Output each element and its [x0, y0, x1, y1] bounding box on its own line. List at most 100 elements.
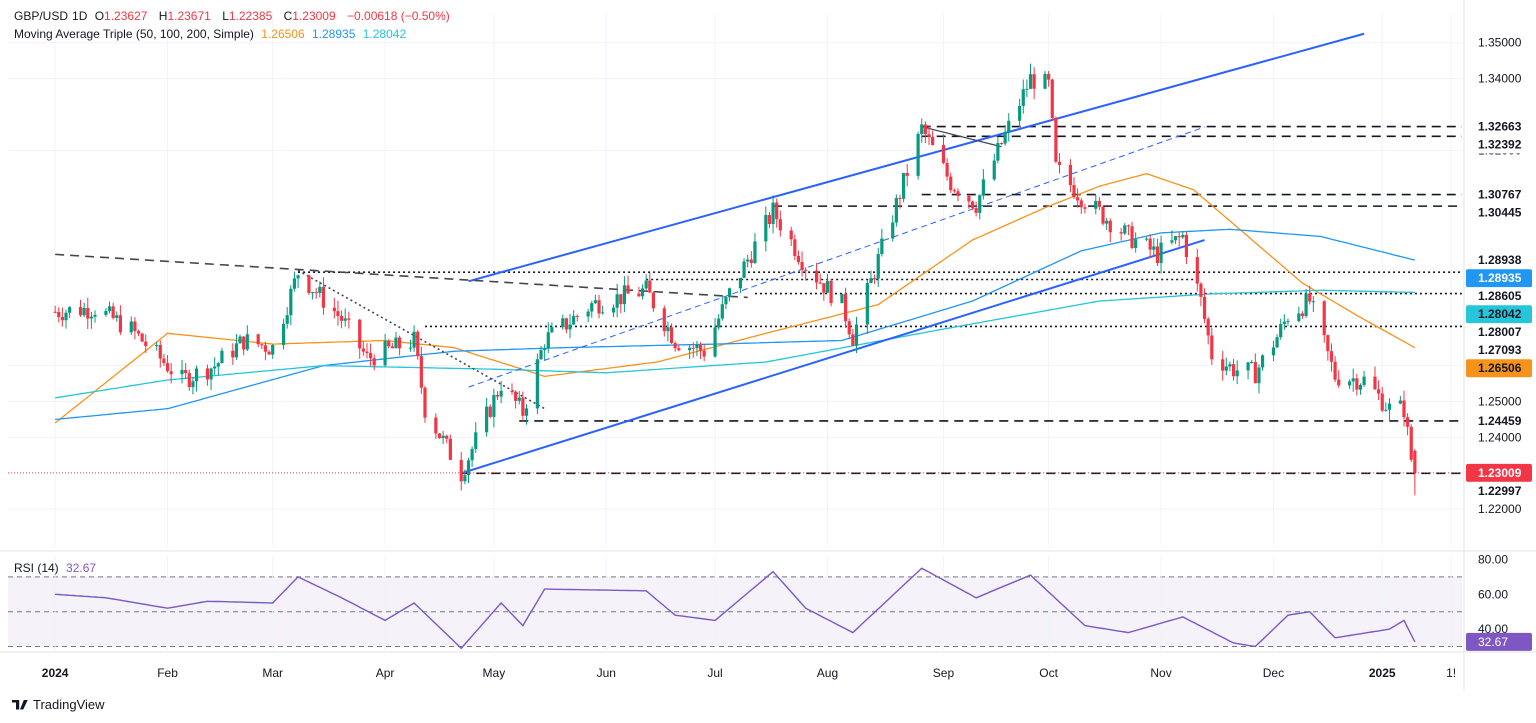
candle-body	[1275, 337, 1279, 348]
candle-body	[1101, 206, 1105, 224]
candle-body	[1057, 161, 1062, 165]
candle-body	[1018, 105, 1022, 121]
candle-body	[597, 300, 601, 314]
candle-body	[419, 356, 423, 388]
candle-body	[720, 304, 724, 319]
price-label-badge	[1466, 287, 1532, 306]
candle-body	[1282, 321, 1286, 324]
candle-body	[64, 312, 68, 321]
candle-body	[814, 270, 819, 283]
candle-body	[891, 222, 895, 239]
price-label-text: 1.28605	[1478, 289, 1522, 303]
time-tick-label: Sep	[933, 666, 955, 680]
candle-body	[644, 280, 648, 289]
candle-body	[1210, 335, 1214, 360]
price-label-badge	[1466, 359, 1532, 378]
candle-body	[702, 350, 706, 357]
candle-body	[292, 278, 297, 289]
candle-body	[1304, 293, 1308, 317]
price-tick-label: 1.25000	[1478, 394, 1522, 408]
candle-body	[898, 198, 902, 200]
candle-body	[57, 311, 61, 317]
candle-body	[390, 346, 394, 349]
candle-body	[550, 327, 554, 333]
candle-body	[1097, 200, 1102, 207]
candle-body	[60, 316, 64, 321]
price-tick-label: 1.22000	[1478, 502, 1522, 516]
price-label-text: 1.28935	[1478, 271, 1522, 285]
candle-body	[220, 350, 224, 364]
tradingview-logo[interactable]: TradingView	[12, 697, 105, 712]
candle-body	[945, 162, 949, 177]
candle-body	[1195, 257, 1199, 284]
candle-body	[1413, 450, 1417, 473]
candle-body	[952, 190, 956, 192]
candle-body	[1054, 117, 1058, 162]
candle-body	[1373, 376, 1377, 390]
candle-body	[1253, 361, 1257, 384]
price-label-badge	[1466, 341, 1532, 360]
candle-body	[485, 406, 489, 433]
candle-body	[372, 358, 376, 366]
trendline-pullback	[921, 126, 1002, 148]
candle-body	[1025, 88, 1029, 90]
candle-body	[68, 307, 72, 313]
candle-body	[459, 459, 463, 482]
time-tick-label: Dec	[1263, 666, 1284, 680]
low-value: 1.22385	[228, 9, 273, 23]
candle-body	[365, 351, 369, 354]
candle-body	[361, 348, 365, 352]
price-label-badge	[1466, 117, 1532, 136]
candle-body	[1028, 74, 1033, 89]
candle-body	[314, 292, 318, 294]
candle-body	[470, 448, 474, 461]
candle-body	[1311, 301, 1315, 303]
candle-body	[1083, 207, 1087, 209]
high-label: H	[158, 9, 168, 23]
price-label-text: 1.32663	[1478, 120, 1522, 134]
candle-body	[804, 269, 808, 271]
candle-body	[622, 285, 627, 305]
symbol-name[interactable]: GBP/USD	[14, 9, 69, 23]
candle-body	[1286, 321, 1290, 323]
candle-body	[209, 368, 213, 380]
price-label-text: 1.28938	[1478, 253, 1522, 267]
candle-body	[184, 369, 188, 374]
interval[interactable]: 1D	[72, 9, 88, 23]
candle-body	[746, 259, 750, 262]
rsi-band	[8, 576, 1462, 647]
candle-body	[310, 292, 315, 294]
candle-body	[564, 318, 568, 330]
candle-body	[1134, 239, 1138, 248]
candle-body	[775, 202, 779, 220]
candle-body	[742, 261, 746, 278]
time-tick-label: Nov	[1150, 666, 1171, 680]
candle-body	[981, 179, 985, 196]
candle-body	[764, 215, 768, 242]
candle-body	[626, 285, 630, 294]
price-label-badge	[1466, 305, 1532, 324]
close-label: C	[283, 9, 293, 23]
candle-body	[590, 303, 594, 312]
candle-body	[640, 288, 645, 297]
candle-body	[524, 408, 529, 416]
trendline-channel-mid	[468, 126, 1205, 388]
candle-body	[285, 315, 289, 324]
price-label-text: 1.28007	[1478, 325, 1522, 339]
candle-body	[1094, 200, 1098, 209]
candle-body	[412, 331, 416, 348]
rsi-header[interactable]: RSI (14) 32.67	[14, 561, 100, 575]
candle-body	[256, 334, 260, 345]
candle-body	[517, 397, 521, 401]
candle-body	[129, 321, 133, 333]
rsi-tick-label: 60.00	[1478, 587, 1508, 601]
candle-body	[843, 293, 848, 322]
candle-body	[339, 315, 344, 321]
candle-body	[499, 390, 503, 397]
candle-body	[521, 397, 525, 416]
candle-body	[916, 133, 920, 176]
candle-body	[1123, 225, 1127, 234]
change-value: −0.00618 (−0.50%)	[347, 9, 450, 23]
ma-header[interactable]: Moving Average Triple (50, 100, 200, Sim…	[14, 27, 410, 41]
